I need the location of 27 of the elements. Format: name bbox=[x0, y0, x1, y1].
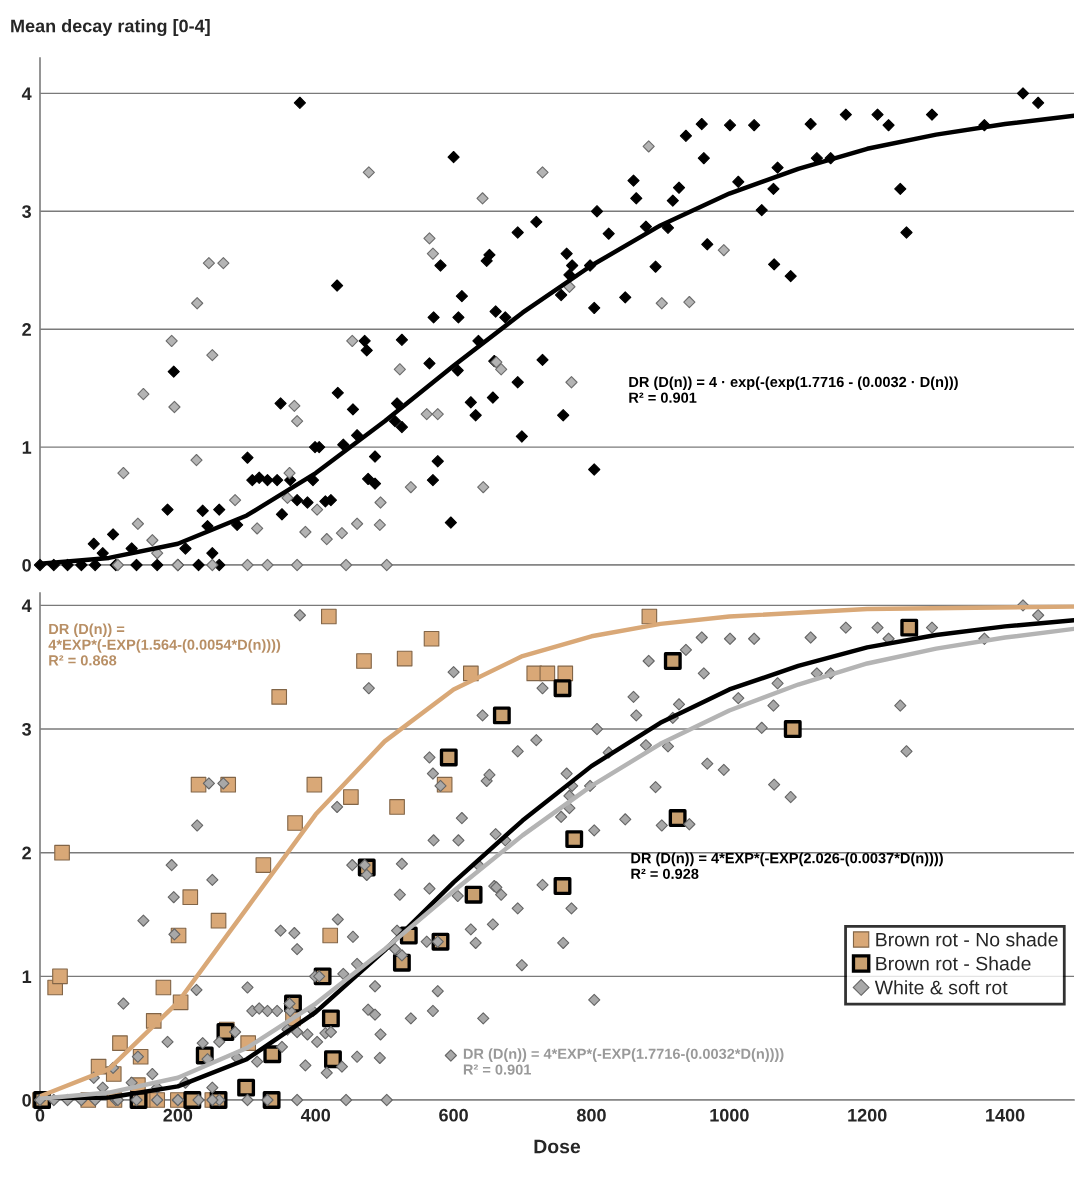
y-tick-label: 4 bbox=[21, 87, 32, 100]
y-tick-label: 1 bbox=[22, 970, 32, 983]
y-tick-label: 1 bbox=[22, 441, 32, 454]
x-tick-label: 1200 bbox=[848, 1108, 887, 1122]
y-tick-label: 0 bbox=[22, 1093, 31, 1107]
y-tick-label: 2 bbox=[22, 846, 31, 860]
y-tick-label: 0 bbox=[22, 558, 31, 572]
x-tick-label: 1000 bbox=[710, 1108, 749, 1122]
x-tick-label: 0 bbox=[35, 1108, 45, 1122]
x-tick-label: 600 bbox=[439, 1108, 468, 1122]
annotation: DR (D(n)) = 4*EXP*(-EXP(1.7716-(0.0032*D(n)))) R² = 0.901 bbox=[463, 1048, 784, 1075]
annotation: DR (D(n)) = 4*EXP*(-EXP(1.564-(0.0054*D(n)))) R² = 0.868 bbox=[48, 623, 281, 666]
legend-label: Brown rot - Shade bbox=[876, 956, 1031, 971]
y-tick-label: 3 bbox=[22, 205, 32, 219]
y-tick-label: 4 bbox=[21, 599, 32, 612]
x-tick-label: 1400 bbox=[986, 1108, 1025, 1122]
y-axis-title: Mean decay rating [0-4] bbox=[11, 19, 210, 36]
y-tick-label: 2 bbox=[22, 323, 31, 336]
x-tick-label: 400 bbox=[300, 1108, 331, 1122]
legend-label: Brown rot - No shade bbox=[876, 932, 1058, 947]
annotation: DR (D(n)) = 4 · exp(-(exp(1.7716 - (0.0032 · D(n))) R² = 0.901 bbox=[629, 376, 958, 403]
x-tick-label: 800 bbox=[576, 1108, 606, 1122]
x-tick-label: 200 bbox=[163, 1108, 193, 1122]
legend-label: White & soft rot bbox=[874, 980, 1008, 995]
y-tick-label: 3 bbox=[22, 722, 32, 736]
x-axis-title: Dose bbox=[534, 1139, 581, 1154]
annotation: DR (D(n)) = 4*EXP*(-EXP(2.026-(0.0037*D(n)))) R² = 0.928 bbox=[631, 852, 943, 879]
